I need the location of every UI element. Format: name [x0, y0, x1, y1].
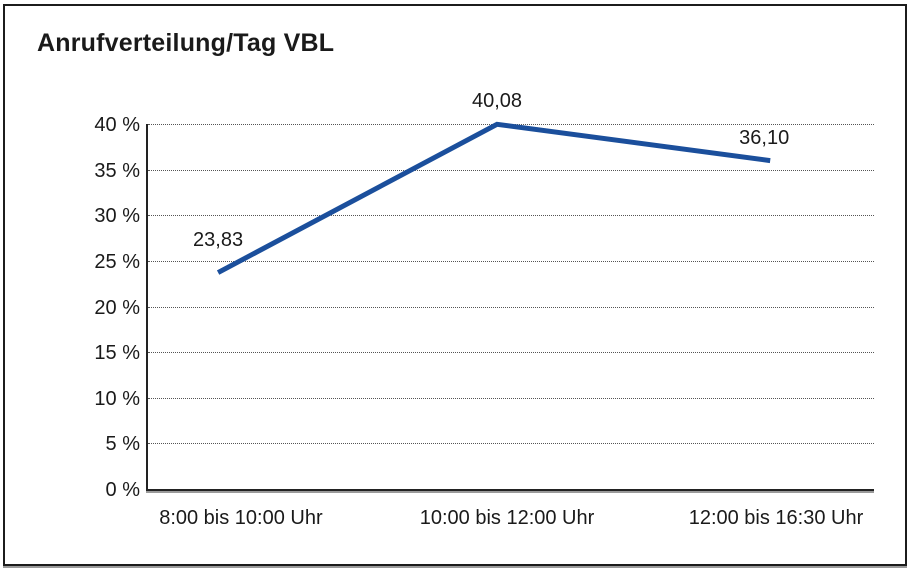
y-tick-label: 10 %: [94, 387, 140, 410]
x-axis-label: 10:00 bis 12:00 Uhr: [419, 507, 595, 529]
x-axis-label: 8:00 bis 10:00 Uhr: [159, 507, 323, 529]
data-label: 36,10: [739, 126, 790, 149]
y-tick-label: 0 %: [105, 479, 140, 501]
y-tick-label: 20 %: [94, 296, 140, 319]
y-tick-label: 35 %: [94, 159, 140, 182]
y-tick-label: 25 %: [94, 250, 140, 273]
y-tick-label: 5 %: [105, 433, 140, 456]
x-axis-line: [146, 489, 874, 491]
chart-frame: [3, 4, 907, 566]
y-gridline-5: [148, 443, 874, 445]
series-line: [216, 121, 771, 275]
y-gridline-25: [148, 260, 874, 262]
y-gridline-35: [148, 169, 874, 171]
y-gridline-10: [148, 397, 874, 399]
y-tick-label: 30 %: [94, 205, 140, 228]
data-label: 23,83: [193, 228, 244, 251]
y-gridline-20: [148, 306, 874, 308]
x-axis-shadow-line: [146, 491, 874, 493]
y-tick-label: 15 %: [94, 342, 140, 365]
chart-title: Anrufverteilung/Tag VBL: [37, 29, 335, 57]
y-axis-line: [146, 124, 148, 491]
x-axis-label: 12:00 bis 16:30 Uhr: [688, 507, 864, 529]
y-gridline-15: [148, 352, 874, 354]
y-gridline-30: [148, 215, 874, 217]
data-label: 40,08: [471, 90, 523, 113]
y-tick-label: 40 %: [94, 114, 140, 136]
